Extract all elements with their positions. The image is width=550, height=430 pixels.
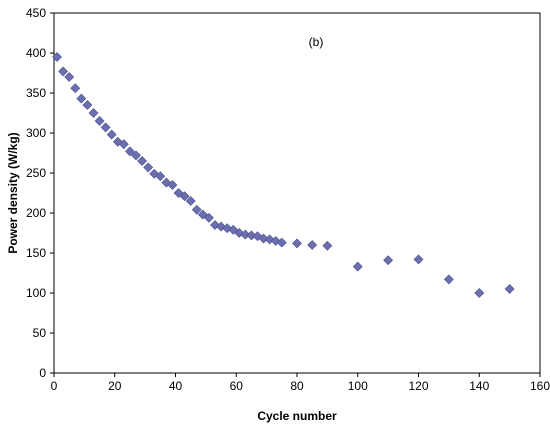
x-tick-label: 100 xyxy=(348,379,368,393)
data-point xyxy=(143,162,154,173)
y-axis-ticks: 0 50 100 150 200 250 300 350 400 450 xyxy=(26,6,54,380)
plot-frame xyxy=(53,12,541,374)
data-point xyxy=(179,191,190,202)
data-point xyxy=(76,93,87,104)
data-point xyxy=(137,156,148,166)
x-tick-label: 20 xyxy=(108,379,122,393)
data-point xyxy=(82,100,93,110)
data-point xyxy=(52,52,62,62)
plot-area xyxy=(53,12,541,374)
y-tick-label: 0 xyxy=(39,366,46,380)
data-point xyxy=(100,122,111,133)
x-tick-label: 140 xyxy=(469,379,489,393)
data-point xyxy=(292,238,302,249)
x-tick-label: 120 xyxy=(408,379,428,393)
x-tick-label: 80 xyxy=(290,379,304,393)
x-axis-ticks: 0 20 40 60 80 100 120 140 160 xyxy=(51,373,550,393)
x-tick-label: 60 xyxy=(230,379,244,393)
annotation-label: (b) xyxy=(309,35,324,49)
y-tick-label: 100 xyxy=(26,286,46,300)
data-point xyxy=(413,254,424,265)
data-point xyxy=(131,150,141,161)
data-point xyxy=(125,146,135,157)
data-point xyxy=(167,180,178,190)
data-point xyxy=(58,66,69,77)
data-point xyxy=(185,196,196,206)
data-point xyxy=(155,171,166,182)
y-tick-label: 200 xyxy=(26,206,46,220)
y-tick-label: 450 xyxy=(26,6,46,20)
data-point xyxy=(70,83,81,94)
data-point xyxy=(106,129,117,140)
y-tick-label: 350 xyxy=(26,86,46,100)
y-tick-label: 50 xyxy=(33,326,47,340)
y-tick-label: 150 xyxy=(26,246,46,260)
data-point xyxy=(443,274,454,285)
x-tick-label: 40 xyxy=(169,379,183,393)
y-tick-label: 300 xyxy=(26,126,46,140)
data-point xyxy=(352,261,363,272)
x-tick-label: 0 xyxy=(51,379,58,393)
data-point xyxy=(240,229,251,240)
data-point xyxy=(203,212,214,223)
y-tick-label: 250 xyxy=(26,166,46,180)
data-point xyxy=(94,116,105,126)
y-axis-title: Power density (W/kg) xyxy=(6,132,20,253)
data-point xyxy=(64,72,75,82)
data-point xyxy=(258,233,269,244)
data-point xyxy=(307,240,318,250)
data-point xyxy=(276,237,287,248)
data-point xyxy=(118,139,129,150)
data-point xyxy=(191,204,202,215)
data-points xyxy=(52,52,515,298)
x-tick-label: 160 xyxy=(530,379,550,393)
data-point xyxy=(504,284,515,294)
x-axis-title: Cycle number xyxy=(257,409,337,423)
data-point xyxy=(88,108,99,118)
data-point xyxy=(322,240,333,251)
data-point xyxy=(383,255,394,266)
data-point xyxy=(474,288,485,298)
y-tick-label: 400 xyxy=(26,46,46,60)
data-point xyxy=(246,230,257,241)
